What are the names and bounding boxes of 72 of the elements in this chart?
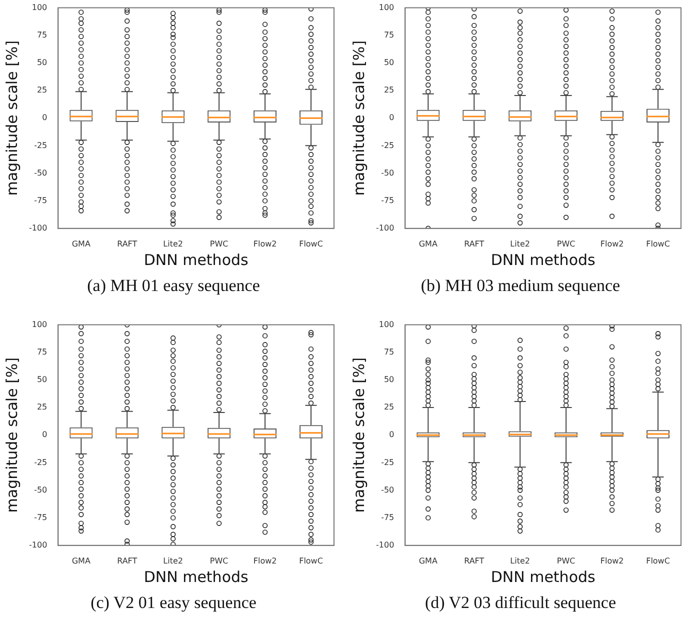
x-axis-title: DNN methods — [144, 250, 249, 269]
y-tick-label: -75 — [381, 196, 394, 205]
x-tick-label: RAFT — [117, 556, 138, 566]
y-tick-label: -100 — [376, 223, 394, 232]
x-tick-label: PWC — [556, 239, 576, 248]
x-tick-label: PWC — [210, 239, 229, 248]
x-tick-label: GMA — [72, 239, 91, 248]
text: (d) V2 03 difficult sequence — [424, 593, 618, 613]
x-tick-label: Flow2 — [600, 239, 624, 248]
x-axis-title: DNN methods — [144, 568, 249, 586]
y-tick-label: 100 — [32, 320, 48, 329]
x-tick-label: Lite2 — [163, 239, 184, 248]
y-tick-label: 0 — [389, 430, 394, 440]
x-tick-label: FlowC — [299, 556, 324, 566]
y-tick-label: 75 — [36, 30, 48, 40]
y-tick-label: 25 — [384, 402, 394, 412]
y-axis-title: magnitude scale [%] — [2, 40, 21, 196]
y-axis-title: magnitude scale [%] — [350, 40, 368, 196]
y-tick-label: 100 — [378, 2, 394, 12]
y-tick-label: 50 — [36, 375, 48, 384]
y-tick-label: 75 — [384, 347, 394, 356]
y-tick-label: 25 — [36, 402, 48, 412]
x-tick-label: GMA — [418, 239, 438, 248]
y-tick-label: -50 — [381, 168, 394, 178]
x-tick-label: RAFT — [464, 556, 484, 566]
y-tick-label: 0 — [389, 113, 394, 122]
y-axis-title: magnitude scale [%] — [350, 357, 368, 513]
x-tick-label: GMA — [418, 556, 438, 566]
y-tick-label: 0 — [42, 430, 48, 440]
x-tick-label: Lite2 — [510, 556, 530, 566]
y-tick-label: 50 — [384, 58, 394, 68]
y-tick-label: -50 — [381, 485, 394, 494]
y-tick-label: 50 — [384, 375, 394, 384]
x-tick-label: Flow2 — [253, 239, 277, 248]
text: (c) V2 01 easy sequence — [90, 593, 258, 613]
x-tick-label: PWC — [556, 556, 576, 566]
y-tick-label: 100 — [378, 320, 394, 329]
x-tick-label: Lite2 — [510, 239, 530, 248]
y-tick-label: -25 — [34, 458, 48, 467]
x-tick-label: RAFT — [117, 239, 138, 248]
y-tick-label: 25 — [384, 86, 394, 95]
y-tick-label: 100 — [32, 2, 48, 12]
y-tick-label: 75 — [36, 347, 48, 356]
x-tick-label: FlowC — [646, 556, 670, 566]
y-tick-label: -25 — [381, 458, 394, 467]
y-tick-label: 75 — [384, 30, 394, 40]
y-axis-title: magnitude scale [%] — [2, 357, 21, 513]
text: (b) MH 03 medium sequence — [420, 276, 622, 296]
y-tick-label: -25 — [34, 140, 48, 150]
y-tick-label: -100 — [376, 540, 394, 550]
text: (a) MH 01 easy sequence — [86, 276, 261, 296]
x-tick-label: PWC — [210, 556, 229, 566]
x-tick-label: Flow2 — [600, 556, 624, 566]
y-tick-label: 50 — [36, 58, 48, 68]
x-tick-label: Flow2 — [253, 556, 277, 566]
x-axis-title: DNN methods — [490, 250, 596, 269]
y-tick-label: -75 — [381, 512, 394, 522]
y-tick-label: 0 — [42, 113, 48, 122]
x-axis-title: DNN methods — [490, 568, 596, 586]
y-tick-label: -100 — [29, 540, 48, 550]
y-tick-label: -25 — [381, 140, 394, 150]
x-tick-label: RAFT — [464, 239, 484, 248]
y-tick-label: -75 — [34, 196, 48, 205]
y-tick-label: -50 — [34, 168, 48, 178]
y-tick-label: -50 — [34, 485, 48, 494]
x-tick-label: Lite2 — [163, 556, 184, 566]
x-tick-label: FlowC — [299, 239, 324, 248]
y-tick-label: -100 — [29, 223, 48, 232]
x-tick-label: GMA — [72, 556, 91, 566]
x-tick-label: FlowC — [646, 239, 670, 248]
y-tick-label: -75 — [34, 512, 48, 522]
y-tick-label: 25 — [36, 86, 48, 95]
